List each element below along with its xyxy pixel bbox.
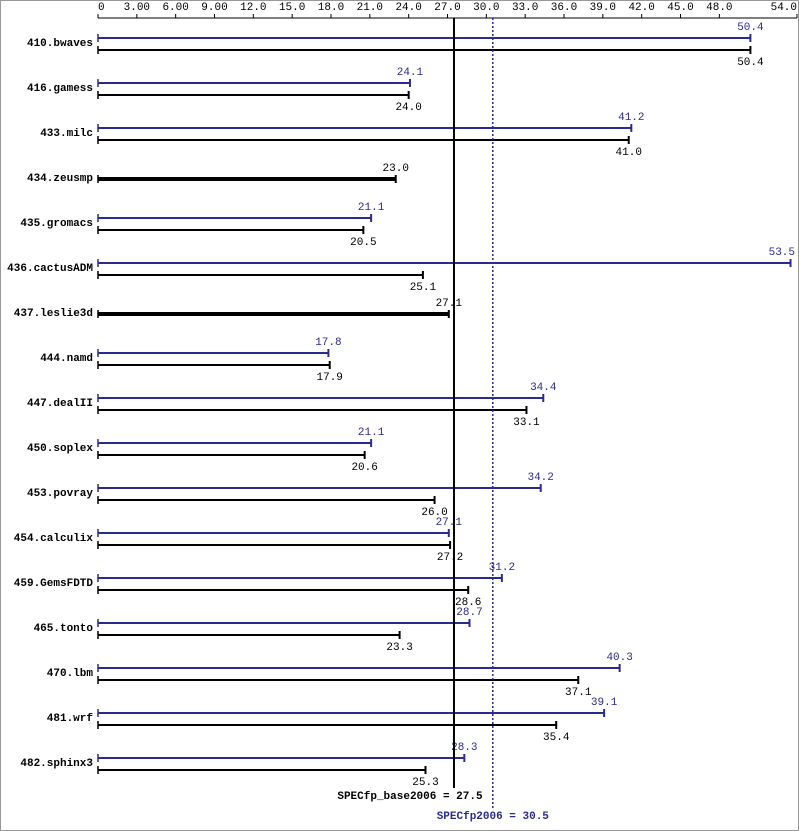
x-tick-label: 39.0: [590, 2, 616, 14]
category-label: 434.zeusmp: [27, 173, 93, 185]
category-label: 437.leslie3d: [14, 308, 93, 320]
x-tick-label: 24.0: [395, 2, 421, 14]
x-tick-label: 9.00: [201, 2, 227, 14]
x-tick-label: 48.0: [706, 2, 732, 14]
value-label: 41.2: [618, 112, 644, 124]
value-label: 50.4: [737, 57, 764, 69]
reference-label: SPECfp2006 = 30.5: [437, 811, 550, 823]
value-label: 41.0: [616, 147, 642, 159]
x-tick-label: 33.0: [512, 2, 538, 14]
x-tick-label: 54.0: [771, 2, 797, 14]
category-label: 450.soplex: [27, 443, 93, 455]
value-label: 17.8: [315, 337, 341, 349]
category-label: 416.gamess: [27, 83, 93, 95]
category-label: 435.gromacs: [20, 218, 93, 230]
value-label: 27.2: [437, 552, 463, 564]
value-label: 28.3: [451, 742, 477, 754]
category-label: 447.dealII: [27, 398, 93, 410]
category-label: 453.povray: [27, 488, 93, 500]
value-label: 25.1: [410, 282, 437, 294]
x-tick-label: 12.0: [240, 2, 266, 14]
category-label: 436.cactusADM: [7, 263, 93, 275]
value-label: 27.1: [436, 298, 463, 310]
x-tick-label: 3.00: [124, 2, 150, 14]
x-tick-label: 36.0: [551, 2, 577, 14]
value-label: 50.4: [737, 22, 764, 34]
x-tick-label: 6.00: [162, 2, 188, 14]
x-tick-label: 21.0: [357, 2, 383, 14]
value-label: 34.4: [530, 382, 557, 394]
value-label: 34.2: [527, 472, 553, 484]
x-tick-label: 15.0: [279, 2, 305, 14]
value-label: 20.6: [351, 462, 377, 474]
x-tick-label: 45.0: [667, 2, 693, 14]
value-label: 21.1: [358, 202, 385, 214]
value-label: 28.7: [456, 607, 482, 619]
value-label: 21.1: [358, 427, 385, 439]
reference-label: SPECfp_base2006 = 27.5: [337, 791, 483, 803]
value-label: 23.0: [383, 163, 409, 175]
category-label: 465.tonto: [34, 623, 94, 635]
value-label: 26.0: [421, 507, 447, 519]
value-label: 33.1: [513, 417, 540, 429]
category-label: 482.sphinx3: [20, 758, 93, 770]
value-label: 24.1: [397, 67, 424, 79]
category-label: 454.calculix: [14, 533, 94, 545]
value-label: 37.1: [565, 687, 592, 699]
category-label: 481.wrf: [47, 713, 94, 725]
category-label: 410.bwaves: [27, 38, 93, 50]
category-label: 444.namd: [40, 353, 93, 365]
x-tick-label: 27.0: [434, 2, 460, 14]
category-label: 433.milc: [40, 128, 93, 140]
value-label: 17.9: [317, 372, 343, 384]
value-label: 24.0: [395, 102, 421, 114]
value-label: 35.4: [543, 732, 570, 744]
category-label: 470.lbm: [47, 668, 94, 680]
value-label: 25.3: [412, 777, 438, 789]
category-label: 459.GemsFDTD: [14, 578, 94, 590]
x-tick-label: 18.0: [318, 2, 344, 14]
x-tick-label: 30.0: [473, 2, 499, 14]
value-label: 53.5: [769, 247, 795, 259]
value-label: 23.3: [386, 642, 412, 654]
value-label: 31.2: [489, 562, 515, 574]
value-label: 40.3: [606, 652, 632, 664]
value-label: 39.1: [591, 697, 618, 709]
value-label: 28.6: [455, 597, 481, 609]
x-tick-label: 42.0: [628, 2, 654, 14]
value-label: 27.1: [436, 517, 463, 529]
x-tick-label: 0: [98, 2, 105, 14]
value-label: 20.5: [350, 237, 376, 249]
